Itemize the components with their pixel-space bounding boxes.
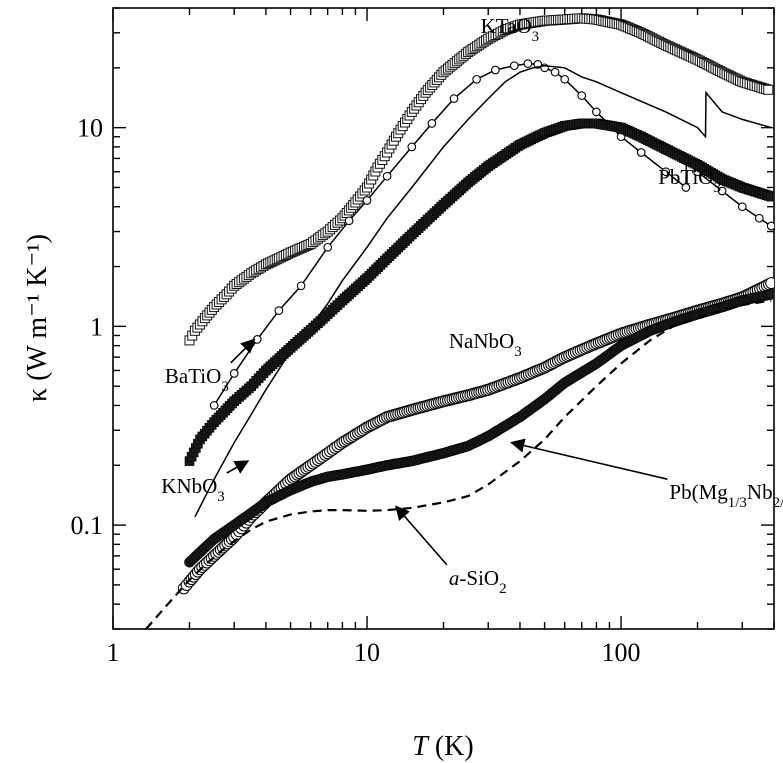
- data-point: [765, 289, 774, 300]
- annotation-label-part: Nb: [747, 480, 773, 504]
- data-point: [407, 142, 417, 152]
- data-point: [491, 65, 500, 75]
- x-axis-title-unit: (K): [428, 731, 474, 762]
- annotation-nanbo3: NaNbO3: [449, 329, 522, 360]
- series-line-batio3: [213, 62, 772, 406]
- data-point: [661, 167, 671, 177]
- series-pb-mg1-3nb2-3-o3: [184, 289, 774, 568]
- annotation-label-ktao3: KTaO3: [481, 14, 540, 45]
- annotation-label-part: 3: [532, 29, 540, 45]
- y-tick-label: 10: [77, 114, 103, 143]
- data-point: [765, 277, 774, 290]
- x-axis-title-variable: T: [412, 731, 430, 762]
- annotation-arrow-knbo3: [226, 460, 250, 474]
- data-point: [766, 191, 774, 202]
- series-line-knbo3: [194, 64, 772, 518]
- annotation-label-part: 2: [499, 581, 507, 597]
- series-line-a-sio2: [145, 299, 772, 629]
- annotation-label-batio3: BaTiO3: [165, 364, 229, 395]
- annotation-ktao3: KTaO3: [481, 14, 540, 45]
- annotation-label-part: PbTiO: [658, 165, 713, 189]
- annotation-batio3: BaTiO3: [165, 338, 256, 395]
- data-point: [323, 242, 333, 252]
- data-point: [362, 196, 372, 205]
- data-point: [523, 59, 533, 68]
- annotation-label-part: NaNbO: [449, 329, 514, 353]
- y-tick-label: 0.1: [71, 511, 104, 540]
- annotation-label-part: -SiO: [459, 566, 499, 590]
- annotation-label-asio2: a-SiO2: [449, 566, 507, 597]
- annotation-label-pmn: Pb(Mg1/3Nb2/3)O3: [669, 480, 783, 511]
- annotation-layer: KTaO3PbTiO3NaNbO3BaTiO3KNbO3Pb(Mg1/3Nb2/…: [161, 14, 783, 597]
- data-point: [550, 67, 560, 77]
- annotation-label-knbo3: KNbO3: [161, 474, 225, 505]
- x-axis-title: T (K): [412, 731, 473, 762]
- data-point: [427, 119, 437, 128]
- x-tick-label: 1: [107, 638, 120, 667]
- data-point: [509, 61, 519, 71]
- series-batio3: [209, 59, 774, 410]
- annotation-pbtio3: PbTiO3: [658, 165, 721, 196]
- data-point: [209, 401, 219, 410]
- annotation-label-part: BaTiO: [165, 364, 221, 388]
- annotation-pmn: Pb(Mg1/3Nb2/3)O3: [509, 438, 783, 511]
- annotation-arrow-pmn: [509, 438, 668, 480]
- data-point: [636, 148, 646, 157]
- series-knbo3: [194, 64, 772, 518]
- data-point: [560, 74, 570, 84]
- annotation-label-part: a: [449, 566, 460, 590]
- data-point: [763, 84, 774, 95]
- series-pbtio3: [184, 118, 774, 466]
- series-layer: [145, 13, 774, 629]
- annotation-label-part: KTaO: [481, 14, 532, 38]
- x-tick-label: 100: [602, 638, 641, 667]
- annotation-label-part: 3: [221, 379, 229, 395]
- annotation-label-part: 3: [514, 344, 522, 360]
- data-point: [296, 281, 306, 291]
- data-point: [717, 186, 727, 196]
- annotation-label-part: 1/3: [728, 495, 747, 511]
- data-point: [449, 94, 459, 103]
- annotation-label-part: 2/3: [773, 495, 783, 511]
- x-tick-label: 10: [354, 638, 380, 667]
- axis-ticks: [112, 7, 775, 630]
- data-point: [737, 202, 747, 212]
- series-a-sio2: [145, 299, 772, 629]
- data-point: [274, 306, 284, 315]
- annotation-label-pbtio3: PbTiO3: [658, 165, 721, 196]
- data-point: [252, 335, 262, 344]
- annotation-label-nanbo3: NaNbO3: [449, 329, 522, 360]
- y-tick-label: 1: [90, 312, 103, 341]
- annotation-arrow-batio3: [230, 338, 256, 364]
- annotation-label-part: 3: [713, 180, 721, 196]
- annotation-label-part: 3: [217, 489, 225, 505]
- data-point: [592, 107, 601, 117]
- data-point: [472, 74, 481, 84]
- axis-tick-labels: 1 10 100 0.1 1 10: [71, 114, 641, 667]
- data-point: [681, 183, 691, 192]
- annotation-arrow-asio2: [395, 505, 448, 566]
- data-point: [754, 213, 764, 223]
- data-point: [577, 91, 587, 100]
- annotation-asio2: a-SiO2: [395, 505, 507, 597]
- data-point: [344, 216, 354, 226]
- annotation-label-part: Pb(Mg: [669, 480, 728, 504]
- annotation-knbo3: KNbO3: [161, 460, 250, 505]
- data-point: [766, 221, 774, 231]
- annotation-label-part: KNbO: [161, 474, 217, 498]
- y-axis-title: κ (W m⁻¹ K⁻¹): [22, 234, 53, 402]
- series-ktao3: [184, 13, 774, 346]
- data-point: [229, 369, 239, 378]
- data-point: [382, 171, 392, 181]
